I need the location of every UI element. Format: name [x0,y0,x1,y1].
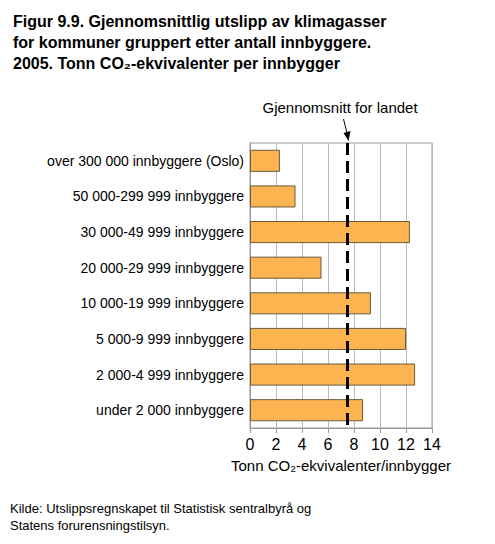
svg-text:20 000-29 999 innbyggere: 20 000-29 999 innbyggere [81,260,245,276]
svg-text:10 000-19 999 innbyggere: 10 000-19 999 innbyggere [81,295,245,311]
svg-text:0: 0 [246,436,255,453]
svg-text:6: 6 [324,436,333,453]
svg-text:14: 14 [423,436,441,453]
svg-text:Statens forurensningstilsyn.: Statens forurensningstilsyn. [10,518,170,533]
svg-text:Figur 9.9. Gjennomsnittlig uts: Figur 9.9. Gjennomsnittlig utslipp av kl… [13,13,386,30]
svg-text:30 000-49 999 innbyggere: 30 000-49 999 innbyggere [81,224,245,240]
svg-text:Tonn CO₂-ekvivalenter/innbygge: Tonn CO₂-ekvivalenter/innbygger [231,457,451,474]
svg-text:12: 12 [397,436,415,453]
svg-text:for kommuner gruppert etter an: for kommuner gruppert etter antall innby… [13,34,371,51]
svg-text:2: 2 [272,436,281,453]
svg-text:Kilde: Utslippsregnskapet til: Kilde: Utslippsregnskapet til Statistisk… [10,501,311,516]
svg-text:2 000-4 999 innbyggere: 2 000-4 999 innbyggere [96,367,244,383]
svg-text:50 000-299 999 innbyggere: 50 000-299 999 innbyggere [73,188,244,204]
svg-text:under 2 000 innbyggere: under 2 000 innbyggere [96,402,244,418]
svg-text:Gjennomsnitt for landet: Gjennomsnitt for landet [263,99,419,116]
svg-text:4: 4 [298,436,307,453]
svg-text:2005. Tonn CO₂-ekvivalenter pe: 2005. Tonn CO₂-ekvivalenter per innbygge… [13,55,340,72]
svg-text:over 300 000 innbyggere (Oslo): over 300 000 innbyggere (Oslo) [47,153,244,169]
svg-text:5 000-9 999 innbyggere: 5 000-9 999 innbyggere [96,331,244,347]
svg-text:10: 10 [371,436,389,453]
svg-text:8: 8 [350,436,359,453]
